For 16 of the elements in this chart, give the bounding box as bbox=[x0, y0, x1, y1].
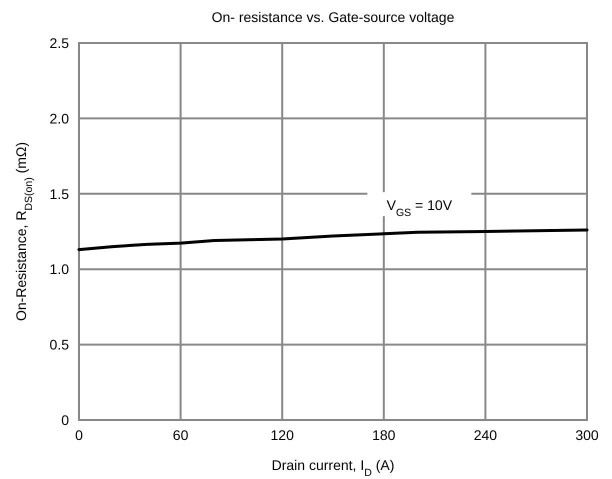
x-tick-label: 240 bbox=[474, 427, 498, 443]
y-tick-label: 2.0 bbox=[50, 110, 70, 126]
y-tick-label: 1.5 bbox=[50, 186, 70, 202]
annotation: V$_{GS}$ = 10V bbox=[386, 197, 453, 220]
x-tick-label: 60 bbox=[172, 427, 189, 443]
x-axis-title: Drain current, I$_{D}$ (A) bbox=[272, 457, 394, 479]
x-tick-label: 120 bbox=[270, 427, 294, 443]
y-tick-label: 0.5 bbox=[50, 336, 70, 353]
x-tick-label: 0 bbox=[75, 427, 84, 443]
y-tick-label: 0 bbox=[61, 412, 70, 428]
line-series bbox=[78, 228, 588, 252]
chart-title: On- resistance vs. Gate-source voltage bbox=[212, 9, 455, 25]
x-tick-label: 300 bbox=[575, 427, 599, 443]
x-tick-label: 180 bbox=[372, 427, 396, 443]
y-tick-label: 2.5 bbox=[50, 35, 70, 51]
y-tick-label: 1.0 bbox=[50, 261, 70, 278]
